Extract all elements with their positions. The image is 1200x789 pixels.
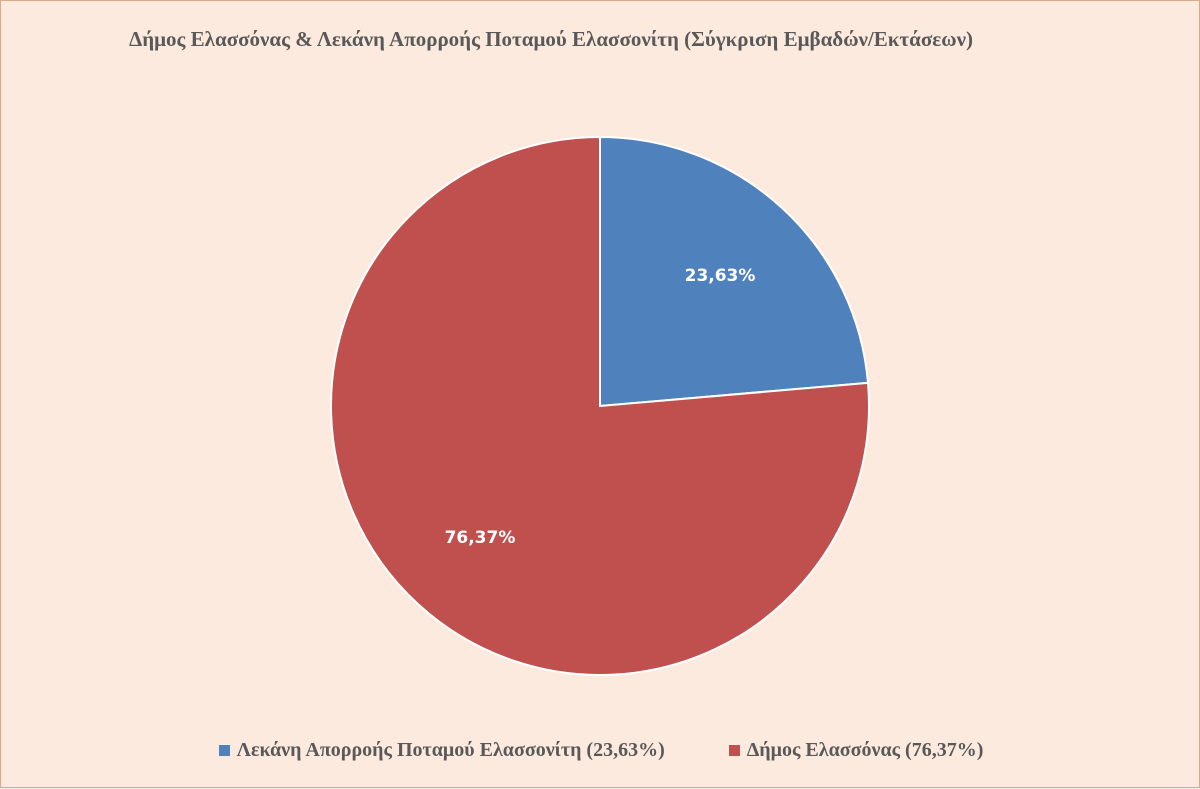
legend-label-municipality: Δήμος Ελασσόνας (76,37%) xyxy=(746,739,984,761)
chart-title: Δήμος Ελασσόνας & Λεκάνη Απορροής Ποταμο… xyxy=(129,27,973,51)
pie-slice-municipality xyxy=(330,135,870,676)
legend-item-basin: Λεκάνη Απορροής Ποταμού Ελασσονίτη (23,6… xyxy=(218,739,665,762)
legend-swatch-basin xyxy=(218,745,230,756)
pie-slices xyxy=(330,135,870,676)
data-label-municipality: 76,37% xyxy=(445,528,516,548)
legend-label-basin: Λεκάνη Απορροής Ποταμού Ελασσονίτη (23,6… xyxy=(236,739,665,761)
data-label-basin: 23,63% xyxy=(685,266,756,286)
legend-swatch-municipality xyxy=(728,745,740,756)
chart-legend: Λεκάνη Απορροής Ποταμού Ελασσονίτη (23,6… xyxy=(1,739,1200,762)
pie-data-labels: 23,63% 76,37% xyxy=(445,266,756,548)
pie-slice-basin xyxy=(599,135,870,408)
legend-item-municipality: Δήμος Ελασσόνας (76,37%) xyxy=(728,739,984,762)
